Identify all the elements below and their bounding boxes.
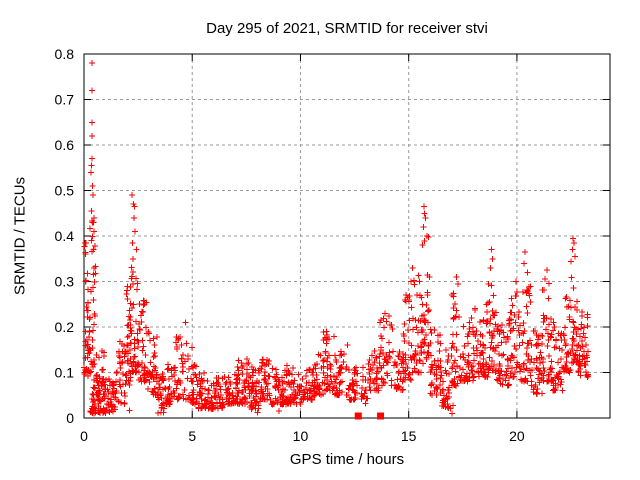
y-tick-label: 0.8	[55, 46, 75, 62]
y-tick-label: 0.1	[55, 365, 75, 381]
y-tick-label: 0	[66, 410, 74, 426]
x-tick-label: 5	[188, 428, 196, 444]
event-marker-square	[354, 412, 362, 420]
y-tick-label: 0.2	[55, 319, 75, 335]
event-marker-square	[377, 412, 385, 420]
x-tick-label: 0	[80, 428, 88, 444]
y-axis-title: SRMTID / TECUs	[11, 176, 29, 296]
srmtid-points	[81, 60, 591, 417]
x-axis-title: GPS time / hours	[289, 451, 405, 468]
x-tick-label: 20	[509, 428, 525, 444]
chart-title: Day 295 of 2021, SRMTID for receiver stv…	[206, 20, 488, 37]
y-tick-label: 0.7	[55, 92, 75, 108]
y-tick-label: 0.4	[55, 228, 75, 244]
plot-frame	[83, 53, 611, 419]
y-tick-label: 0.3	[55, 274, 75, 290]
y-tick-label: 0.6	[55, 137, 75, 153]
x-tick-label: 10	[293, 428, 309, 444]
y-tick-label: 0.5	[55, 183, 75, 199]
x-tick-label: 15	[401, 428, 417, 444]
